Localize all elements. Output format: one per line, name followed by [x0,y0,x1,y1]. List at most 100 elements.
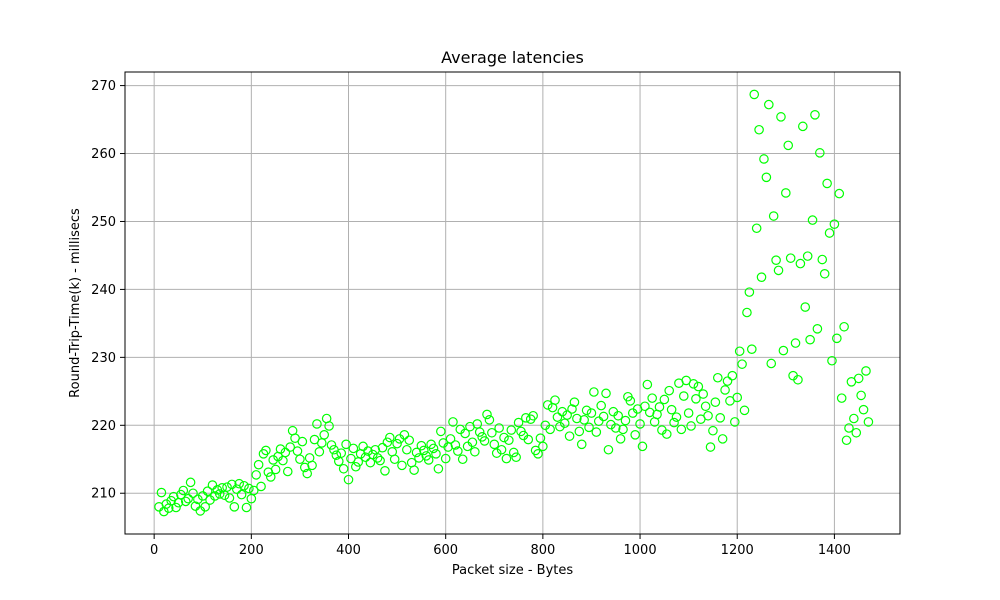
data-point [470,446,480,457]
x-tick-label: 800 [530,543,555,558]
data-point [819,268,830,279]
data-point [501,453,512,464]
data-point [734,346,745,357]
data-point [790,338,801,348]
data-point [720,385,730,395]
data-point [737,359,747,369]
data-point [168,491,179,502]
data-point [688,379,699,389]
data-point [414,453,424,463]
data-point [829,219,840,229]
data-point [363,446,373,456]
data-point [341,439,351,450]
data-point [562,410,572,420]
data-point [766,358,777,369]
data-point [710,397,721,407]
data-point [841,435,852,446]
data-point [285,442,295,452]
data-point [644,407,655,418]
data-point [404,435,415,446]
data-point [550,395,560,405]
data-point [399,430,410,440]
data-point [295,454,305,465]
data-point [572,413,582,424]
data-point [771,255,781,265]
data-point [659,394,670,405]
data-point [440,453,451,464]
data-point [863,417,874,427]
data-point [389,454,400,465]
data-point [256,481,266,492]
data-point [705,442,716,452]
data-point [207,480,218,490]
data-point [839,321,849,332]
data-point [368,449,378,460]
data-point [596,400,606,411]
data-point [815,148,825,158]
data-point [610,423,621,433]
data-point [423,455,434,465]
data-point [800,302,811,312]
data-point [739,405,750,416]
data-point [326,440,337,450]
data-point [703,410,713,421]
data-point [761,172,772,183]
grid [125,72,900,534]
data-point [822,178,832,189]
x-axis-label: Packet size - Bytes [452,563,574,578]
data-point [479,436,490,446]
plot-area-frame [124,71,901,535]
data-point [576,439,587,450]
data-point [764,99,774,110]
y-axis-label: Round-Trip-Time(k) - millisecs [68,208,83,398]
data-point [555,421,565,432]
data-point [506,425,517,435]
data-point [729,417,740,427]
data-point [538,441,548,452]
data-point [686,421,696,431]
data-point [861,366,871,376]
data-point [202,486,213,496]
data-point [613,410,623,421]
data-point [795,258,806,269]
data-point [793,374,803,385]
data-point [297,436,308,447]
data-point [754,124,764,135]
data-point [603,444,614,455]
data-point [749,89,760,100]
data-point [647,393,657,403]
data-point [222,482,232,492]
data-point [698,389,709,399]
data-point [382,437,393,448]
data-point [676,424,687,435]
data-point [545,424,555,435]
y-tick-label: 260 [91,147,116,162]
data-point [586,408,597,418]
data-point [785,253,796,263]
data-point [693,381,704,392]
data-point [746,344,757,354]
data-point [742,307,752,318]
data-point [640,401,650,412]
data-point [533,449,543,459]
data-point [331,450,342,460]
data-point [489,439,500,450]
data-point [732,392,743,403]
data-point [467,437,478,448]
data-point [487,427,497,438]
data-point [853,373,864,384]
data-point [836,393,847,403]
x-tick-label: 400 [336,543,361,558]
data-point [567,404,577,414]
data-point [178,485,189,496]
data-point [229,502,240,512]
x-tick-label: 0 [150,543,158,558]
data-point [521,413,531,423]
data-point [798,121,808,132]
data-point [727,370,738,381]
data-point [312,419,322,429]
data-point [214,489,225,499]
data-point [783,140,794,151]
data-point [448,417,458,427]
data-point [428,443,439,454]
